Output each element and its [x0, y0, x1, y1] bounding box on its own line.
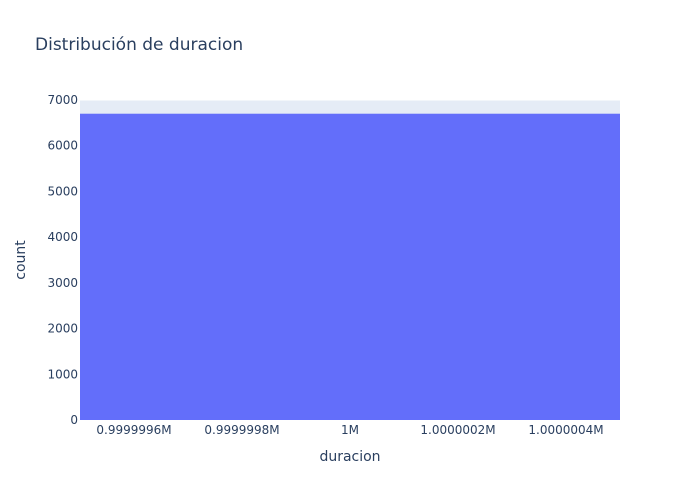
y-tick-label: 5000 [47, 184, 78, 198]
x-tick-label: 0.9999998M [204, 423, 279, 437]
chart-title: Distribución de duracion [35, 35, 243, 55]
y-tick-label: 2000 [47, 322, 78, 336]
x-tick-label: 0.9999996M [96, 423, 171, 437]
y-tick-label: 6000 [47, 139, 78, 153]
y-axis-ticks: 0 1000 2000 3000 4000 5000 6000 7000 [47, 93, 78, 427]
x-axis-title: duracion [319, 449, 380, 465]
plot-area [80, 99, 620, 421]
y-tick-label: 1000 [47, 367, 78, 381]
y-tick-label: 7000 [47, 93, 78, 107]
x-tick-label: 1M [341, 423, 359, 437]
y-axis-title: count [13, 240, 29, 280]
y-tick-label: 0 [70, 413, 78, 427]
y-tick-label: 3000 [47, 276, 78, 290]
histogram-bar [80, 113, 620, 420]
x-tick-label: 1.0000004M [528, 423, 603, 437]
y-tick-label: 4000 [47, 230, 78, 244]
x-tick-label: 1.0000002M [420, 423, 495, 437]
bars [80, 113, 620, 420]
x-axis-ticks: 0.9999996M 0.9999998M 1M 1.0000002M 1.000000… [96, 423, 603, 437]
